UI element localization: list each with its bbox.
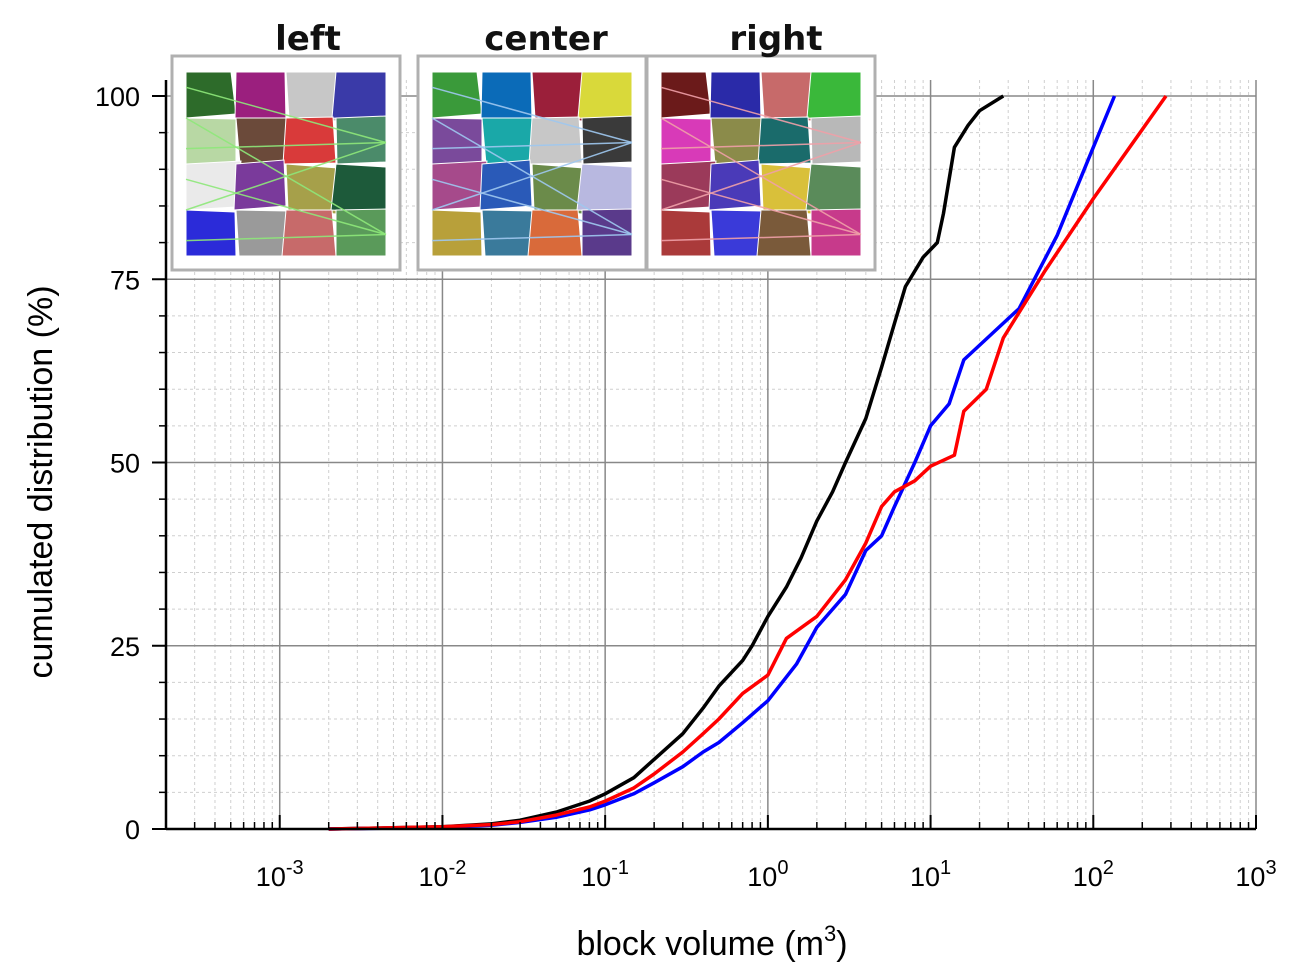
inset-block [335, 115, 387, 165]
inset-block [234, 71, 287, 123]
inset-left: left [170, 19, 402, 272]
inset-label-center: center [484, 19, 608, 59]
inset-block [331, 71, 387, 121]
inset-fracture-line [185, 141, 387, 150]
inset-block [527, 209, 583, 257]
series-line-1 [328, 94, 1005, 831]
inset-label-left: left [275, 19, 341, 59]
inset-block [431, 160, 488, 211]
inset-block [185, 160, 242, 211]
y-tick-label: 100 [95, 82, 140, 112]
x-tick-label: 10-3 [256, 857, 304, 892]
inset-block [185, 209, 237, 257]
inset-fracture-line [185, 233, 387, 242]
inset-fracture-line [431, 86, 633, 144]
inset-block [757, 116, 812, 165]
y-tick-label: 25 [110, 632, 140, 662]
inset-block [335, 208, 387, 257]
inset-block [581, 115, 633, 165]
inset-block [185, 117, 237, 166]
inset-fracture-line [431, 178, 633, 236]
inset-block [281, 209, 337, 257]
inset-block [760, 71, 815, 122]
inset-block [810, 115, 862, 165]
inset-fracture-line [185, 141, 387, 211]
inset-block [660, 209, 712, 257]
inset-block [806, 71, 862, 121]
y-tick-label: 0 [125, 815, 140, 845]
inset-block [481, 117, 537, 165]
inset-images: left center right [170, 19, 877, 272]
inset-block [577, 71, 633, 121]
inset-fracture-line [431, 141, 633, 150]
inset-center: center [416, 19, 648, 272]
inset-block [531, 71, 586, 122]
y-tick-label: 75 [110, 265, 140, 295]
inset-fracture-line [660, 233, 862, 242]
y-axis-title: cumulated distribution (%) [22, 285, 60, 678]
inset-block [235, 209, 290, 257]
inset-fracture-line [431, 233, 633, 242]
inset-block [760, 163, 814, 215]
inset-block [480, 71, 533, 123]
inset-fracture-line [660, 178, 862, 236]
inset-block [805, 163, 862, 214]
inset-block [285, 163, 339, 215]
inset-fracture-line [660, 141, 862, 211]
inset-block [709, 71, 762, 123]
inset-block [710, 209, 765, 257]
inset-block [581, 208, 633, 257]
plot-axes [164, 80, 1256, 831]
axis-ticks: 10-3 10-2 10-1 100 101 102 103 0 25 50 75 100 [95, 82, 1277, 892]
x-tick-label: 10-2 [419, 857, 467, 892]
inset-block [660, 117, 712, 166]
x-tick-label: 10-1 [581, 857, 629, 892]
inset-fracture-line [185, 178, 387, 236]
inset-fracture-line [660, 86, 862, 144]
y-tick-label: 50 [110, 449, 140, 479]
inset-block [576, 163, 633, 214]
inset-block [531, 163, 585, 215]
inset-block [282, 116, 337, 165]
inset-fracture-line [431, 141, 633, 211]
inset-label-right: right [729, 19, 822, 59]
inset-block [235, 117, 291, 165]
x-tick-label: 100 [747, 857, 788, 892]
series-line-2 [328, 95, 1117, 831]
x-tick-label: 103 [1235, 857, 1276, 892]
inset-right: right [645, 19, 877, 272]
inset-block [330, 163, 387, 214]
inset-block [431, 209, 483, 257]
inset-block [528, 116, 583, 165]
inset-block [710, 117, 766, 165]
inset-block [756, 209, 812, 257]
x-tick-label: 101 [910, 857, 951, 892]
inset-block [660, 160, 717, 211]
inset-block [285, 71, 340, 122]
inset-block [810, 208, 862, 257]
inset-fracture-line [660, 141, 862, 150]
inset-block [431, 117, 483, 166]
x-axis-title: block volume (m3) [576, 921, 847, 963]
series-line-3 [328, 94, 1168, 831]
x-tick-label: 102 [1073, 857, 1114, 892]
data-series [328, 94, 1168, 831]
inset-fracture-line [185, 86, 387, 144]
inset-block [481, 209, 536, 257]
